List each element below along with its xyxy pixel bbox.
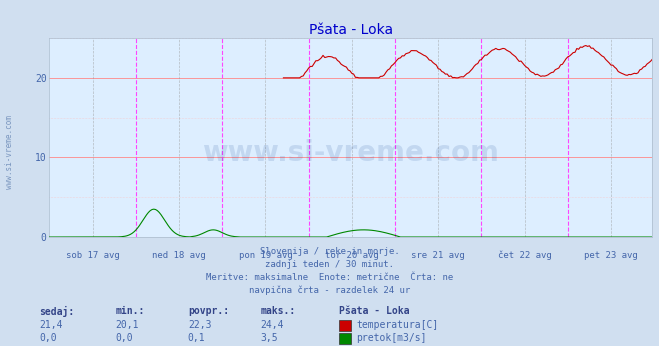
Text: www.si-vreme.com: www.si-vreme.com <box>5 115 14 189</box>
Text: pet 23 avg: pet 23 avg <box>584 251 638 260</box>
Text: maks.:: maks.: <box>260 306 295 316</box>
Text: 0,0: 0,0 <box>115 333 133 343</box>
Text: 0,0: 0,0 <box>40 333 57 343</box>
Text: 24,4: 24,4 <box>260 320 284 330</box>
Text: navpična črta - razdelek 24 ur: navpična črta - razdelek 24 ur <box>249 285 410 295</box>
Text: sob 17 avg: sob 17 avg <box>66 251 119 260</box>
Text: ned 18 avg: ned 18 avg <box>152 251 206 260</box>
Text: tor 20 avg: tor 20 avg <box>325 251 379 260</box>
Text: 0,1: 0,1 <box>188 333 206 343</box>
Text: 22,3: 22,3 <box>188 320 212 330</box>
Text: www.si-vreme.com: www.si-vreme.com <box>202 139 500 167</box>
Text: sre 21 avg: sre 21 avg <box>411 251 465 260</box>
Text: 3,5: 3,5 <box>260 333 278 343</box>
Text: povpr.:: povpr.: <box>188 306 229 316</box>
Text: 21,4: 21,4 <box>40 320 63 330</box>
Text: čet 22 avg: čet 22 avg <box>498 251 552 261</box>
Text: pon 19 avg: pon 19 avg <box>239 251 293 260</box>
Text: pretok[m3/s]: pretok[m3/s] <box>357 333 427 343</box>
Text: min.:: min.: <box>115 306 145 316</box>
Text: Meritve: maksimalne  Enote: metrične  Črta: ne: Meritve: maksimalne Enote: metrične Črta… <box>206 273 453 282</box>
Text: zadnji teden / 30 minut.: zadnji teden / 30 minut. <box>265 260 394 269</box>
Title: Pšata - Loka: Pšata - Loka <box>309 23 393 37</box>
Text: sedaj:: sedaj: <box>40 306 74 317</box>
Text: temperatura[C]: temperatura[C] <box>357 320 439 330</box>
Text: 20,1: 20,1 <box>115 320 139 330</box>
Text: Pšata - Loka: Pšata - Loka <box>339 306 410 316</box>
Text: Slovenija / reke in morje.: Slovenija / reke in morje. <box>260 247 399 256</box>
